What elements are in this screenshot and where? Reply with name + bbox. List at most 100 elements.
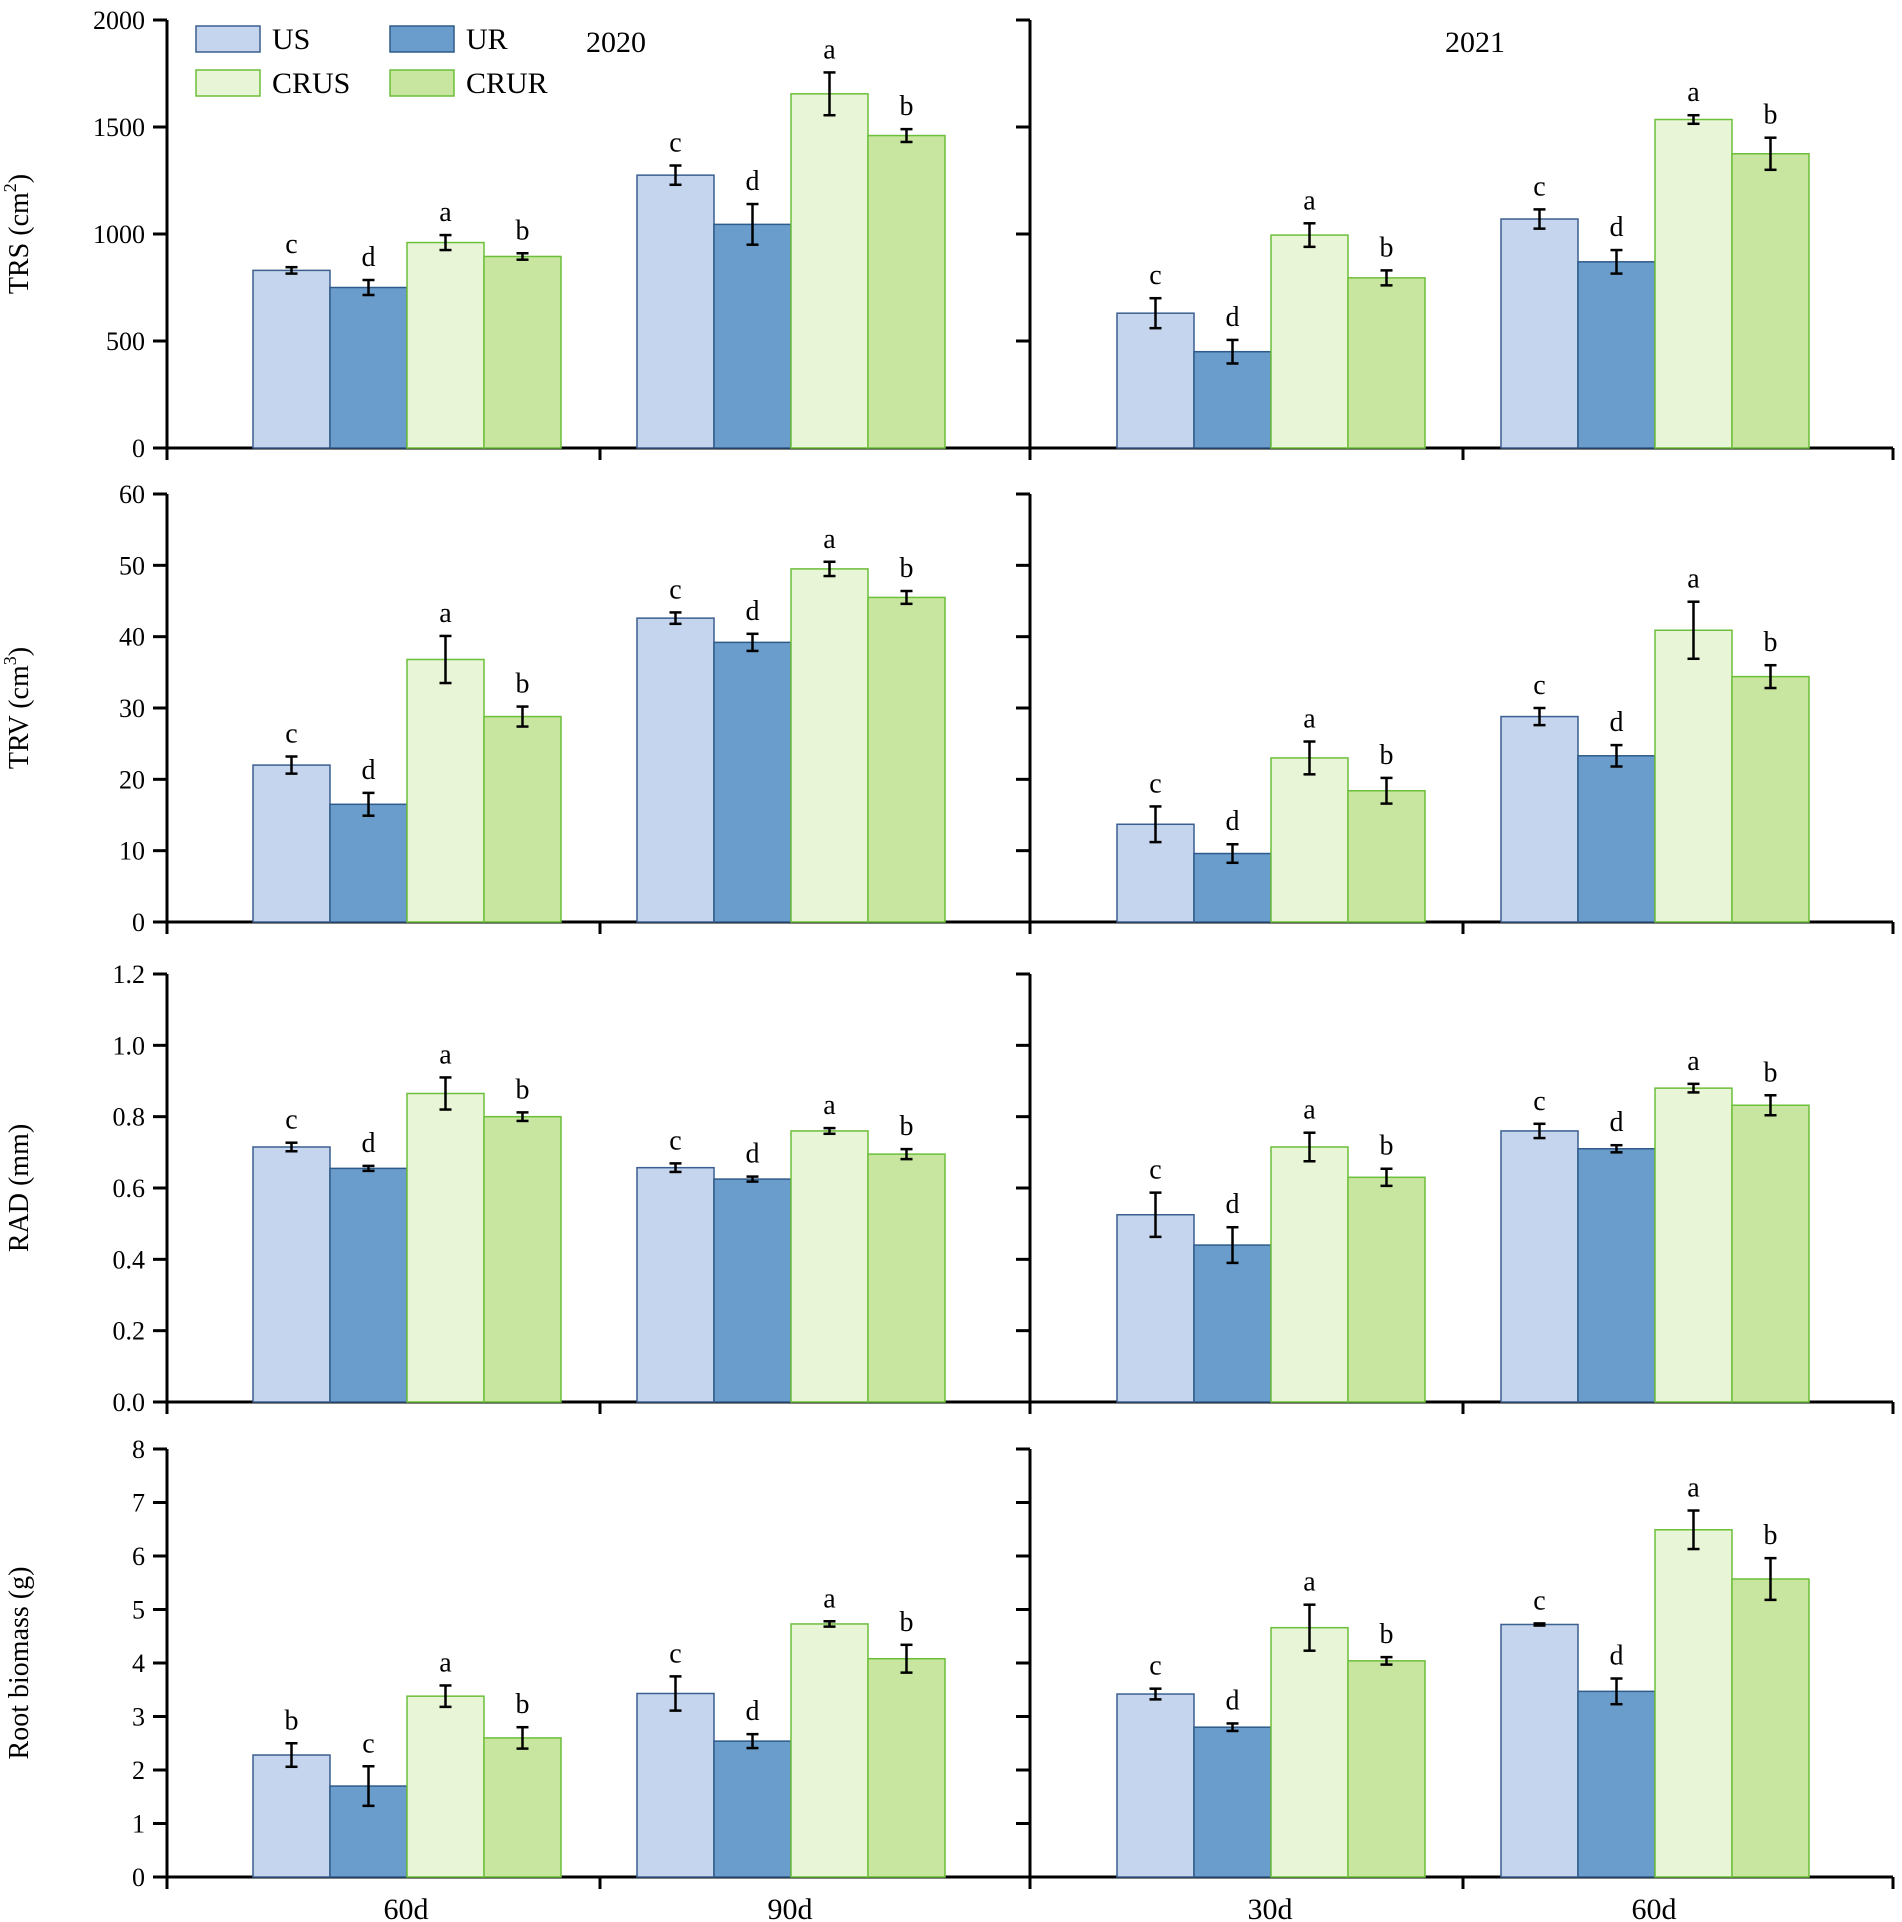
significance-letter: d bbox=[1226, 806, 1240, 837]
bar-crur bbox=[483, 255, 562, 449]
significance-letter: c bbox=[1149, 1155, 1161, 1186]
bar-ur bbox=[1577, 1690, 1656, 1878]
significance-letter: c bbox=[285, 1105, 297, 1136]
bar-crur bbox=[483, 1737, 562, 1878]
bar-crus bbox=[1654, 118, 1733, 449]
bar-crus bbox=[790, 568, 869, 923]
significance-letter: c bbox=[669, 574, 681, 605]
bar-crur bbox=[1731, 1104, 1810, 1403]
y-axis-label-main: TRS (cm bbox=[4, 192, 35, 294]
significance-letter: b bbox=[516, 669, 530, 700]
y-axis-label-sup: 2 bbox=[0, 183, 20, 192]
bar-crus bbox=[790, 93, 869, 449]
bar-crur bbox=[483, 1115, 562, 1403]
y-tick-label: 7 bbox=[132, 1489, 145, 1518]
significance-letter: c bbox=[362, 1728, 374, 1759]
x-category-label: 30d bbox=[1248, 1893, 1293, 1922]
bar-us bbox=[252, 1146, 331, 1403]
bar-us bbox=[1500, 218, 1579, 449]
y-axis-label-sup: 3 bbox=[0, 656, 20, 665]
significance-letter: d bbox=[362, 242, 376, 273]
legend-label-us: US bbox=[272, 23, 310, 56]
bar-crur bbox=[1731, 1578, 1810, 1878]
bar-ur bbox=[1193, 1726, 1272, 1878]
bar-crus bbox=[1270, 1626, 1349, 1878]
y-tick-label: 20 bbox=[119, 765, 145, 794]
bar-crur bbox=[1347, 277, 1426, 449]
significance-letter: d bbox=[746, 596, 760, 627]
bar-crus bbox=[1654, 629, 1733, 923]
significance-letter: c bbox=[1149, 260, 1161, 291]
bar-us bbox=[636, 617, 715, 923]
y-tick-label: 40 bbox=[119, 623, 145, 652]
y-axis-label-end: ) bbox=[4, 174, 35, 183]
significance-letter: a bbox=[1303, 704, 1316, 735]
y-tick-label: 30 bbox=[119, 694, 145, 723]
bar-crus bbox=[1270, 1146, 1349, 1403]
significance-letter: c bbox=[669, 1125, 681, 1156]
y-tick-label: 2 bbox=[132, 1756, 145, 1785]
significance-letter: c bbox=[1533, 1086, 1545, 1117]
bar-crus bbox=[1270, 757, 1349, 923]
significance-letter: a bbox=[823, 1090, 836, 1121]
y-axis-label-end: ) bbox=[4, 647, 35, 656]
y-tick-label: 1500 bbox=[93, 113, 145, 142]
significance-letter: b bbox=[1380, 232, 1394, 263]
significance-letter: b bbox=[900, 553, 914, 584]
bar-us bbox=[636, 1166, 715, 1403]
y-axis-label: Root biomass (g) bbox=[4, 1567, 35, 1760]
significance-letter: b bbox=[285, 1705, 299, 1736]
y-tick-label: 0 bbox=[132, 1863, 145, 1892]
significance-letter: b bbox=[516, 215, 530, 246]
bar-ur bbox=[329, 1167, 408, 1403]
bar-crur bbox=[1731, 675, 1810, 923]
legend-swatch-ur bbox=[389, 25, 455, 53]
bar-us bbox=[636, 1692, 715, 1878]
bar-ur bbox=[713, 1178, 792, 1403]
significance-letter: b bbox=[516, 1689, 530, 1720]
significance-letter: c bbox=[285, 229, 297, 260]
bar-us bbox=[636, 174, 715, 449]
significance-letter: c bbox=[285, 719, 297, 750]
significance-letter: a bbox=[1687, 1046, 1700, 1077]
panel-0: 0 500 1000 1500 2000 TRS (cm2) c d a b c d a b c d a b c d a… bbox=[0, 6, 1895, 463]
significance-letter: d bbox=[1610, 1107, 1624, 1138]
significance-letter: d bbox=[1226, 1189, 1240, 1220]
year-label-2020: 2020 bbox=[586, 26, 646, 59]
y-tick-label: 1000 bbox=[93, 220, 145, 249]
significance-letter: b bbox=[1380, 1619, 1394, 1650]
panel-2: 0.0 0.2 0.4 0.6 0.8 1.0 1.2 RAD (mm) c d a b c d a b c d a… bbox=[4, 960, 1895, 1417]
bar-crus bbox=[1654, 1087, 1733, 1403]
y-tick-label: 4 bbox=[132, 1649, 145, 1678]
bar-crur bbox=[867, 134, 946, 449]
y-tick-label: 60 bbox=[119, 480, 145, 509]
y-tick-label: 8 bbox=[132, 1435, 145, 1464]
bar-crus bbox=[406, 1695, 485, 1878]
x-category-label: 60d bbox=[384, 1893, 429, 1922]
significance-letter: d bbox=[746, 166, 760, 197]
significance-letter: c bbox=[1533, 171, 1545, 202]
bar-crur bbox=[1731, 153, 1810, 449]
significance-letter: d bbox=[362, 1128, 376, 1159]
y-tick-label: 5 bbox=[132, 1596, 145, 1625]
significance-letter: a bbox=[1687, 77, 1700, 108]
bar-crur bbox=[483, 715, 562, 923]
significance-letter: a bbox=[1303, 185, 1316, 216]
bar-crus bbox=[790, 1623, 869, 1878]
significance-letter: c bbox=[669, 1638, 681, 1669]
y-tick-label: 0 bbox=[132, 908, 145, 937]
bar-ur bbox=[1577, 1148, 1656, 1403]
y-tick-label: 0 bbox=[132, 434, 145, 463]
y-axis-label: TRV (cm3) bbox=[0, 647, 35, 769]
y-tick-label: 0.2 bbox=[113, 1317, 146, 1346]
bar-us bbox=[252, 269, 331, 449]
y-tick-label: 500 bbox=[106, 327, 145, 356]
y-tick-label: 1 bbox=[132, 1810, 145, 1839]
bar-ur bbox=[713, 1740, 792, 1878]
bar-crus bbox=[406, 658, 485, 923]
panel-3: 0 1 2 3 4 5 6 7 8 Root biomass (g) b c a b c d a b c d a b c d a… bbox=[4, 1435, 1895, 1892]
y-tick-label: 10 bbox=[119, 837, 145, 866]
bar-crur bbox=[867, 596, 946, 923]
significance-letter: a bbox=[439, 1647, 452, 1678]
bar-us bbox=[252, 1754, 331, 1878]
